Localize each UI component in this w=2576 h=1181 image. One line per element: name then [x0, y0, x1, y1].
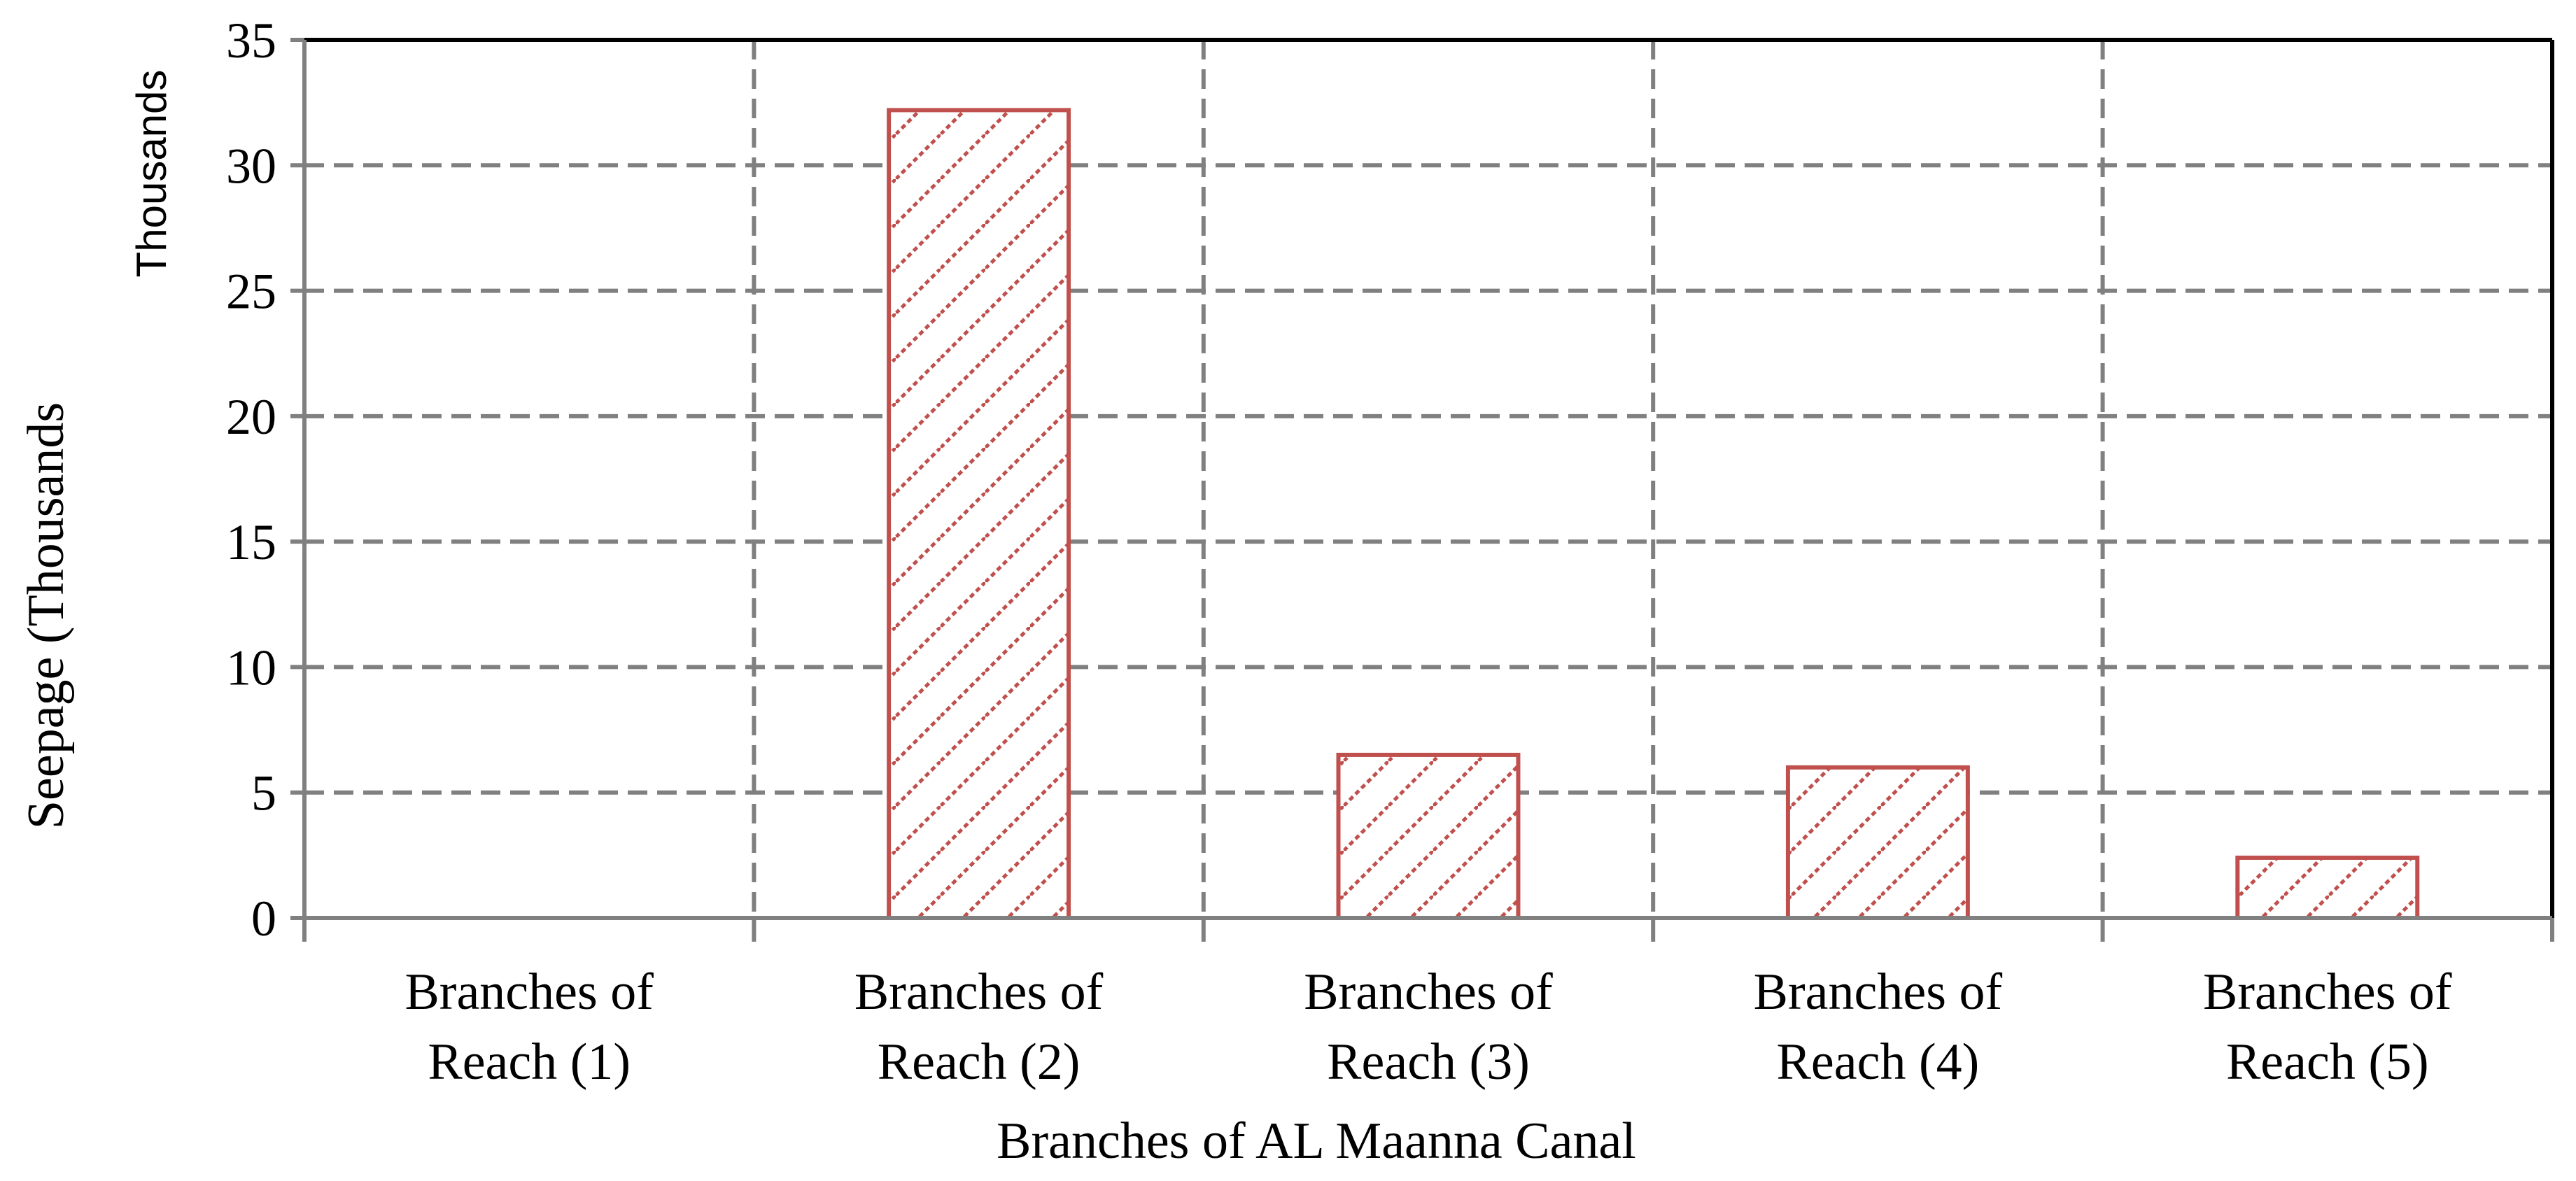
x-category-label: Reach (1)	[428, 1033, 631, 1091]
y-axis-ticks: 0 5 10 15 20 25 30 35	[226, 13, 304, 947]
y-tick-label: 30	[226, 138, 276, 194]
x-category-label: Branches of	[1754, 963, 2003, 1021]
x-category-label: Reach (5)	[2226, 1033, 2429, 1091]
x-category-label: Branches of	[1304, 963, 1553, 1021]
y-axis-unit-label: Thousands	[128, 70, 175, 278]
bar	[1785, 765, 1970, 921]
y-tick-label: 20	[226, 389, 276, 445]
y-tick-label: 5	[251, 765, 276, 821]
x-category-label: Branches of	[404, 963, 654, 1021]
x-category-label: Branches of	[854, 963, 1104, 1021]
x-axis-ticks	[302, 918, 2554, 942]
y-tick-label: 35	[226, 13, 276, 69]
bar	[887, 108, 1071, 920]
x-category-label: Reach (3)	[1327, 1033, 1530, 1091]
x-category-label: Reach (2)	[878, 1033, 1081, 1091]
y-tick-label: 15	[226, 514, 276, 570]
x-category-label: Reach (4)	[1777, 1033, 1980, 1091]
x-axis-title: Branches of AL Maanna Canal	[997, 1112, 1636, 1170]
x-axis-category-labels: Branches of Reach (1) Branches of Reach (2)…	[404, 963, 2451, 1091]
y-tick-label: 0	[251, 891, 276, 947]
y-tick-label: 10	[226, 639, 276, 695]
bar	[2235, 855, 2420, 921]
bars	[887, 108, 2420, 921]
x-category-label: Branches of	[2203, 963, 2452, 1021]
bar	[1336, 752, 1521, 921]
y-tick-label: 25	[226, 264, 276, 320]
y-axis-title: Seepage (Thousands	[17, 402, 75, 829]
